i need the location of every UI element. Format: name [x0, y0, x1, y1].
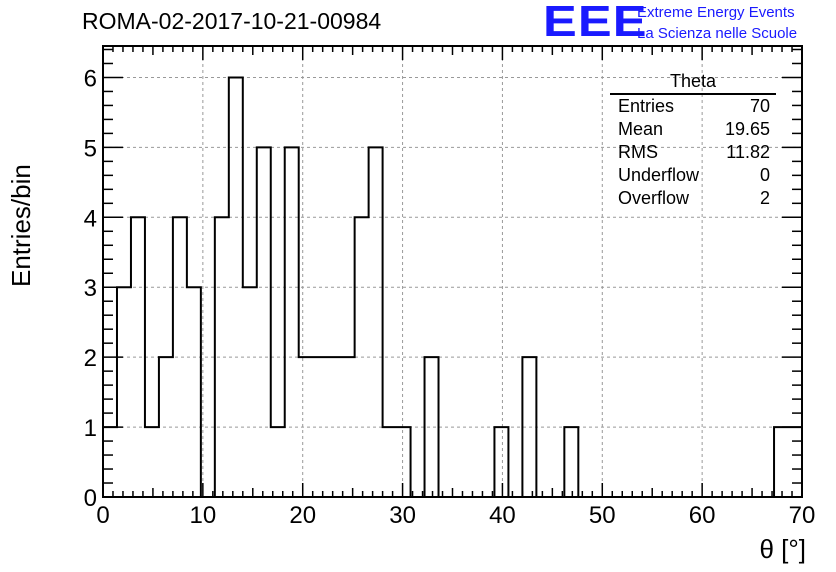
- axis-ticks: [102, 46, 803, 498]
- stats-value: 19.65: [724, 119, 770, 139]
- stats-label: RMS: [618, 142, 658, 162]
- logo-text-line2: La Scienza nelle Scuole: [637, 25, 798, 42]
- y-tick-label: 1: [84, 415, 97, 442]
- y-tick-label: 5: [84, 135, 97, 162]
- stats-label: Underflow: [618, 165, 700, 185]
- logo-text-line1: Extreme Energy Events: [637, 4, 795, 21]
- histogram-bin: [425, 357, 439, 497]
- histogram-bin: [564, 427, 578, 497]
- histogram-bin: [103, 427, 117, 497]
- y-tick-label: 6: [84, 65, 97, 92]
- histogram-bin: [299, 357, 313, 497]
- histogram-bin: [369, 147, 383, 497]
- x-tick-label: 60: [689, 502, 716, 529]
- histogram-bin: [243, 287, 257, 497]
- y-axis-label-wrap: Entries/bin: [6, 164, 36, 322]
- y-axis-label: Entries/bin: [6, 164, 36, 287]
- stats-row-overflow: Overflow 2: [610, 187, 776, 210]
- histogram-bin: [285, 147, 299, 497]
- histogram-bin: [774, 427, 788, 497]
- stats-label: Entries: [618, 96, 675, 116]
- chart-title: ROMA-02-2017-10-21-00984: [82, 8, 382, 34]
- x-tick-label: 10: [190, 502, 217, 529]
- stats-label: Overflow: [618, 188, 690, 208]
- histogram-bin: [383, 427, 397, 497]
- stats-value: 11.82: [726, 142, 770, 162]
- stats-row-entries: Entries 70: [610, 95, 776, 118]
- x-tick-label: 0: [96, 502, 109, 529]
- y-tick-label: 3: [84, 275, 97, 302]
- histogram-bin: [187, 287, 201, 497]
- histogram-bin: [173, 217, 187, 497]
- histogram-bin: [271, 427, 285, 497]
- stats-title: Theta: [610, 72, 776, 95]
- y-tick-label: 4: [84, 205, 97, 232]
- histogram-bin: [117, 287, 131, 497]
- x-tick-label: 20: [289, 502, 316, 529]
- stats-row-underflow: Underflow 0: [610, 164, 776, 187]
- histogram-bin: [788, 427, 802, 497]
- histogram-bin: [397, 427, 411, 497]
- x-tick-label: 40: [489, 502, 516, 529]
- stats-box: Theta Entries 70 Mean 19.65 RMS 11.82 Un…: [610, 72, 776, 210]
- y-tick-label: 0: [84, 485, 97, 512]
- histogram-bin: [494, 427, 508, 497]
- stats-label: Mean: [618, 119, 664, 139]
- stats-value: 0: [759, 165, 770, 185]
- histogram-bin: [257, 147, 271, 497]
- stats-row-mean: Mean 19.65: [610, 118, 776, 141]
- x-tick-label: 50: [589, 502, 616, 529]
- histogram-bin: [215, 217, 229, 497]
- stats-value: 70: [749, 96, 770, 116]
- x-tick-label: 70: [789, 502, 816, 529]
- stats-value: 2: [759, 188, 770, 208]
- y-tick-label: 2: [84, 345, 97, 372]
- eee-logo: EEE: [543, 0, 648, 46]
- histogram-bin: [145, 427, 159, 497]
- x-tick-label: 30: [389, 502, 416, 529]
- x-axis-label: θ [°]: [759, 534, 806, 564]
- histogram-bin: [341, 357, 355, 497]
- stats-row-rms: RMS 11.82: [610, 141, 776, 164]
